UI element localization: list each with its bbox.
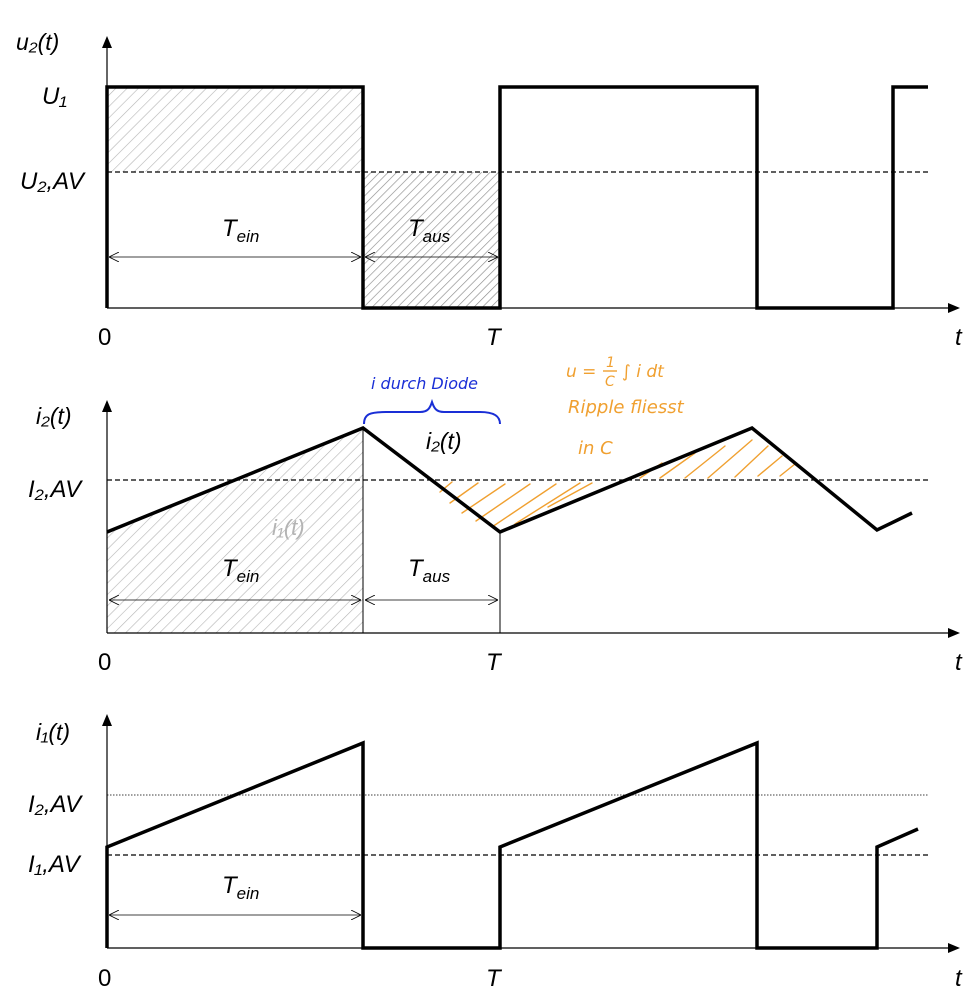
level-label-u1: U₁ [42, 83, 67, 110]
diode-note: i durch Diode [371, 374, 478, 393]
interval-label-ein: Tein [222, 215, 259, 246]
y-axis-label: i₂(t) [36, 403, 72, 429]
formula-integral: ∫ i dt [622, 362, 665, 382]
i1-hatch-area [107, 428, 363, 633]
level-label-i2av: I₂,AV [28, 791, 83, 818]
diode-interval-brace [363, 398, 501, 425]
interval-label-aus: Taus [408, 215, 451, 246]
x-axis-label: t [955, 649, 963, 676]
capacitor-formula: u = 1 C ∫ i dt [566, 355, 665, 390]
x-tick-period: T [486, 324, 503, 351]
x-tick-period: T [486, 965, 503, 992]
ripple-note-line2: in C [578, 438, 613, 459]
x-tick-period: T [486, 649, 503, 676]
voltage-waveform [105, 85, 928, 310]
current2-waveform [106, 425, 913, 535]
voltage-panel: u₂(t) U₁ U₂,AV 0 T t Tein Taus [16, 29, 963, 351]
x-tick-zero: 0 [98, 649, 111, 676]
current2-panel: i₂(t) I₂,AV 0 T t i₂(t) i₁(t) Tein Taus … [28, 355, 963, 676]
y-axis-label: u₂(t) [16, 29, 59, 55]
ein-hatch-area [107, 87, 363, 172]
x-axis-label: t [955, 965, 963, 992]
aus-hatch-area [363, 172, 500, 308]
x-tick-zero: 0 [98, 965, 111, 992]
interval-label-ein: Tein [222, 872, 259, 903]
level-label-u2av: U₂,AV [20, 168, 86, 195]
x-tick-zero: 0 [98, 324, 111, 351]
ripple-note-line1: Ripple fliesst [568, 397, 685, 418]
formula-lhs: u = [566, 362, 596, 382]
current1-waveform [105, 740, 919, 950]
interval-label-aus: Taus [408, 555, 451, 586]
level-label-i2av: I₂,AV [28, 476, 83, 503]
x-axis-label: t [955, 324, 963, 351]
interval-label-ein: Tein [222, 555, 259, 586]
area-label-i1: i₁(t) [272, 515, 305, 540]
formula-denominator: C [605, 374, 615, 390]
formula-numerator: 1 [606, 355, 615, 371]
curve-label-i2: i₂(t) [426, 428, 462, 454]
level-label-i1av: I₁,AV [28, 851, 82, 878]
current1-panel: i₁(t) I₂,AV I₁,AV 0 T t Tein [28, 714, 963, 992]
y-axis-label: i₁(t) [36, 719, 70, 745]
